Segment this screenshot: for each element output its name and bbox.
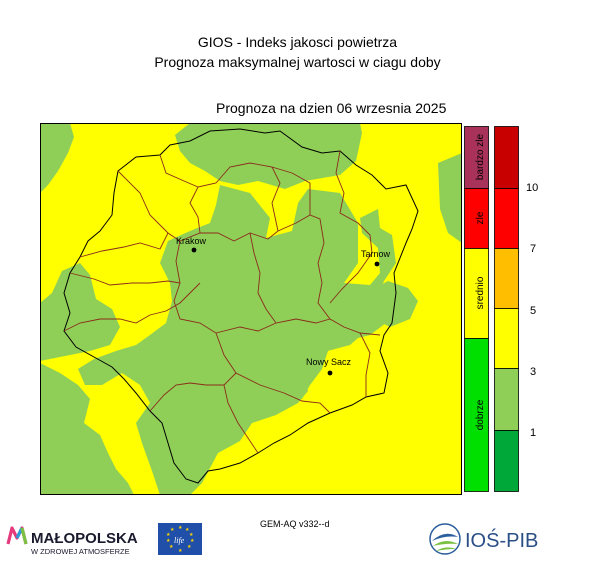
category-srednio bbox=[464, 248, 489, 339]
scale-band-5-7 bbox=[494, 248, 519, 309]
life-wordmark: life bbox=[174, 536, 185, 545]
ios-pib-logo: IOŚ-PIB bbox=[429, 523, 538, 555]
scale-tick-5: 5 bbox=[530, 305, 536, 317]
scale-band-0-1 bbox=[494, 430, 519, 492]
svg-text:★: ★ bbox=[169, 544, 174, 550]
scale-band-10plus bbox=[494, 126, 519, 189]
air-quality-map: Krakow Tarnow Nowy Sacz bbox=[40, 123, 462, 495]
green-zone-center bbox=[78, 185, 396, 495]
ios-pib-name: IOŚ-PIB bbox=[465, 528, 538, 552]
category-label-bardzo-zle: bardzo zle bbox=[475, 133, 486, 180]
scale-band-3-5 bbox=[494, 308, 519, 369]
svg-text:★: ★ bbox=[178, 548, 183, 554]
city-label: Tarnow bbox=[361, 249, 391, 259]
green-zone-west bbox=[40, 263, 120, 361]
svg-text:★: ★ bbox=[170, 527, 175, 533]
scale-tick-3: 3 bbox=[530, 366, 536, 378]
svg-text:★: ★ bbox=[185, 527, 190, 533]
map-frame bbox=[40, 123, 462, 495]
city-label: Krakow bbox=[176, 236, 207, 246]
green-zone-east-edge bbox=[438, 153, 462, 243]
svg-text:★: ★ bbox=[187, 544, 192, 550]
category-dobrze bbox=[464, 338, 489, 492]
svg-text:★: ★ bbox=[189, 532, 194, 538]
model-version-label: GEM-AQ v332--d bbox=[260, 519, 330, 529]
scale-tick-7: 7 bbox=[530, 243, 536, 255]
scale-tick-10: 10 bbox=[526, 182, 538, 194]
chart-title: GIOS - Indeks jakosci powietrza bbox=[197, 34, 398, 50]
svg-text:★: ★ bbox=[190, 538, 195, 544]
city-label: Nowy Sacz bbox=[306, 357, 352, 367]
malopolska-logo: MAŁOPOLSKA W ZDROWEJ ATMOSFERZE bbox=[6, 526, 138, 556]
green-zone-northwest bbox=[40, 123, 74, 193]
category-label-dobrze: dobrze bbox=[475, 399, 486, 430]
city-nowy-sacz[interactable]: Nowy Sacz bbox=[306, 357, 352, 376]
svg-text:★: ★ bbox=[166, 532, 171, 538]
category-label-srednio: srednio bbox=[475, 276, 486, 309]
city-krakow[interactable]: Krakow bbox=[176, 236, 207, 253]
green-zone-south bbox=[255, 323, 330, 399]
category-zle bbox=[464, 188, 489, 249]
svg-text:★: ★ bbox=[166, 538, 171, 544]
city-tarnow[interactable]: Tarnow bbox=[361, 249, 391, 267]
green-zone-main bbox=[175, 123, 362, 189]
ios-globe-icon bbox=[429, 523, 461, 555]
eu-life-logo: ★ ★★★ ★★★★ ★★ life bbox=[158, 523, 202, 555]
green-zone-east bbox=[366, 281, 418, 327]
city-marker bbox=[327, 370, 333, 376]
chart-subtitle: Prognoza maksymalnej wartosci w ciagu do… bbox=[154, 54, 441, 70]
eu-stars-icon: ★ ★★★ ★★★★ ★★ bbox=[166, 525, 195, 554]
category-bardzo-zle bbox=[464, 126, 489, 189]
scale-band-7-10 bbox=[494, 188, 519, 249]
svg-text:★: ★ bbox=[178, 525, 183, 531]
city-marker bbox=[191, 247, 197, 253]
malopolska-name: MAŁOPOLSKA bbox=[31, 530, 138, 547]
category-label-zle: zle bbox=[475, 211, 486, 224]
malopolska-tagline: W ZDROWEJ ATMOSFERZE bbox=[31, 547, 130, 556]
forecast-date: Prognoza na dzien 06 wrzesnia 2025 bbox=[216, 100, 447, 116]
color-scale-legend: bardzo zle zle srednio dobrze 10 7 5 3 1 bbox=[464, 126, 538, 492]
scale-band-1-3 bbox=[494, 368, 519, 431]
city-marker bbox=[374, 261, 380, 267]
green-zone-southwest bbox=[40, 363, 134, 495]
scale-tick-1: 1 bbox=[530, 427, 536, 439]
district-boundaries bbox=[63, 150, 381, 454]
